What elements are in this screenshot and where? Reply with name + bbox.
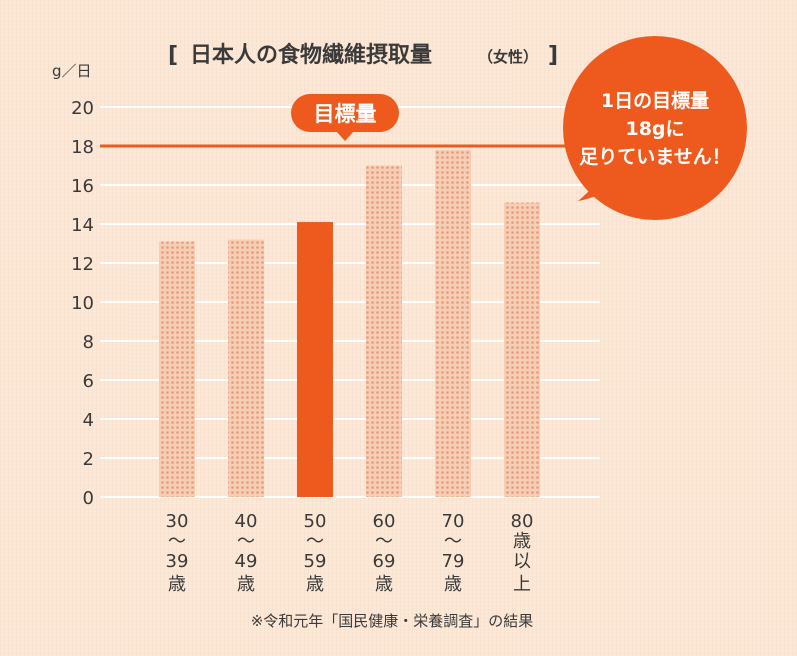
bar-70〜79歳 bbox=[435, 149, 471, 497]
bar-30〜39歳 bbox=[159, 241, 195, 497]
callout-line-3: 足りていません！ bbox=[579, 146, 730, 168]
chart-title-text: 日本人の食物繊維摂取量 bbox=[190, 42, 432, 68]
callout-line-2: 18gに bbox=[625, 118, 684, 140]
x-label-part: 〜 bbox=[444, 531, 462, 552]
bar-50〜59歳 bbox=[297, 222, 333, 498]
x-label-part: 歳 bbox=[375, 574, 393, 595]
x-label-part: 〜 bbox=[375, 531, 393, 552]
callout-bubble: 1日の目標量 18gに 足りていません！ bbox=[563, 36, 747, 220]
x-label-part: 79 bbox=[442, 551, 465, 572]
bar-40〜49歳 bbox=[228, 239, 264, 497]
bars bbox=[159, 149, 540, 498]
x-label-part: 59 bbox=[304, 551, 327, 572]
bar-80歳以上 bbox=[504, 202, 540, 498]
x-label-part: 49 bbox=[235, 551, 258, 572]
target-badge: 目標量 bbox=[291, 94, 399, 141]
y-tick-label: 6 bbox=[83, 371, 94, 392]
x-label-part: 80 bbox=[511, 511, 534, 532]
y-tick-label: 12 bbox=[71, 254, 94, 275]
x-label-part: 39 bbox=[166, 551, 189, 572]
x-label-part: 歳 bbox=[237, 574, 255, 595]
x-label-part: 30 bbox=[166, 511, 189, 532]
y-tick-label: 2 bbox=[83, 449, 94, 470]
x-label-part: 歳 bbox=[306, 574, 324, 595]
x-label-part: 歳 bbox=[168, 574, 186, 595]
x-label-part: 以 bbox=[513, 551, 531, 572]
y-axis-unit: g／日 bbox=[52, 62, 92, 80]
x-label-part: 70 bbox=[442, 511, 465, 532]
x-label-part: 40 bbox=[235, 511, 258, 532]
title-bracket-right: ] bbox=[548, 43, 558, 68]
title-bracket-left: [ bbox=[168, 43, 178, 68]
x-label-part: 69 bbox=[373, 551, 396, 572]
x-label-part: 〜 bbox=[168, 531, 186, 552]
y-tick-label: 14 bbox=[71, 215, 94, 236]
chart-subtitle: （女性） bbox=[478, 48, 538, 66]
x-label-part: 上 bbox=[513, 574, 531, 595]
chart-title: [ 日本人の食物繊維摂取量 （女性） ] bbox=[168, 42, 558, 68]
x-label-part: 50 bbox=[304, 511, 327, 532]
y-tick-label: 18 bbox=[71, 137, 94, 158]
source-note: ※令和元年「国民健康・栄養調査」の結果 bbox=[251, 612, 534, 630]
y-tick-label: 10 bbox=[71, 293, 94, 314]
y-tick-labels: 0 2 4 6 8 10 12 14 16 18 20 bbox=[71, 98, 94, 509]
y-tick-label: 4 bbox=[83, 410, 94, 431]
y-tick-label: 20 bbox=[71, 98, 94, 119]
y-tick-label: 0 bbox=[83, 488, 94, 509]
x-label-part: 60 bbox=[373, 511, 396, 532]
target-badge-label: 目標量 bbox=[314, 102, 377, 126]
x-label-part: 歳 bbox=[513, 531, 531, 552]
bar-60〜69歳 bbox=[366, 165, 402, 497]
y-tick-label: 16 bbox=[71, 176, 94, 197]
callout-line-1: 1日の目標量 bbox=[601, 89, 709, 112]
x-label-part: 歳 bbox=[444, 574, 462, 595]
y-tick-label: 8 bbox=[83, 332, 94, 353]
x-label-part: 〜 bbox=[237, 531, 255, 552]
x-label-part: 〜 bbox=[306, 531, 324, 552]
